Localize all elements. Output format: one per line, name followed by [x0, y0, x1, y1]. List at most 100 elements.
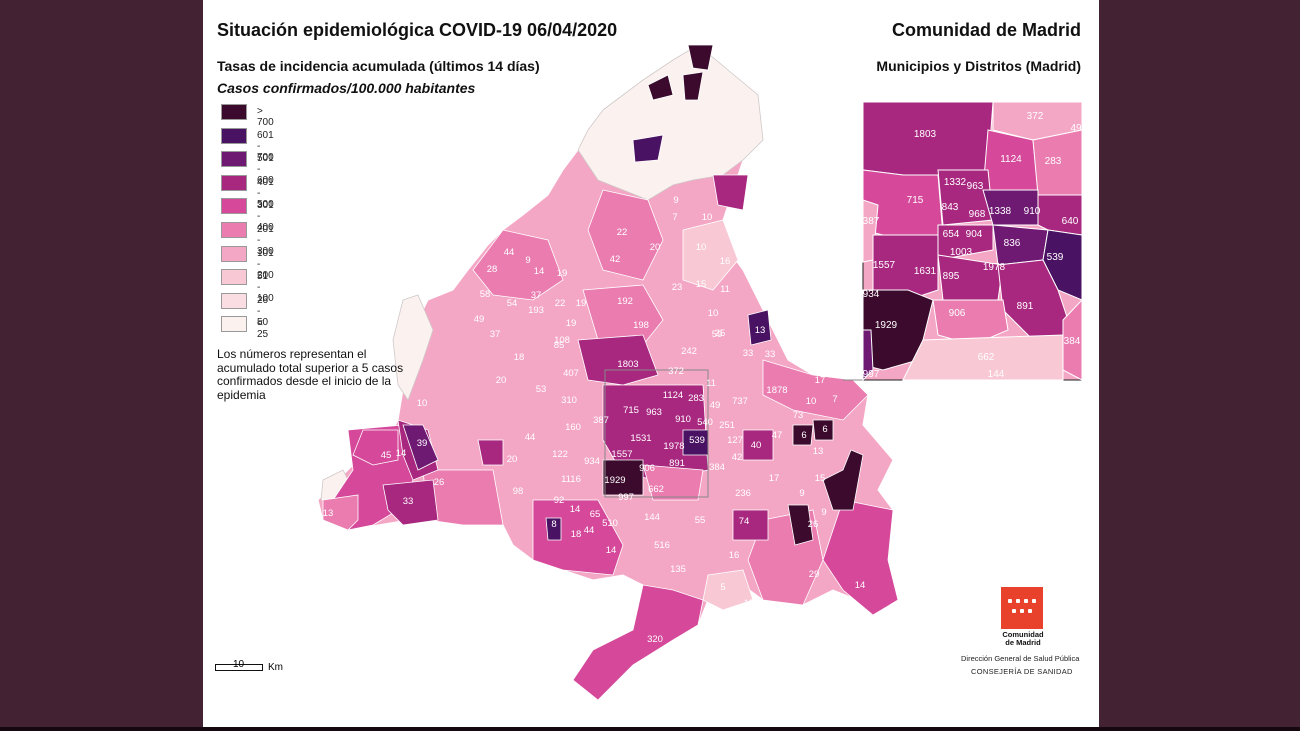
municipality-label: 19 — [557, 268, 568, 279]
municipality-label: 53 — [536, 384, 547, 395]
municipality-label: 49 — [710, 400, 721, 411]
municipality-label: 510 — [602, 518, 618, 529]
municipality-label: 127 — [727, 435, 743, 446]
municipality-label: 45 — [381, 450, 392, 461]
district-label: 1332 — [944, 177, 967, 188]
region-southwest-dark — [545, 517, 562, 541]
district-label: 384 — [1064, 336, 1081, 347]
municipality-label: 7 — [672, 212, 677, 223]
scale-bar-graphic — [215, 664, 263, 671]
district-label: 997 — [863, 369, 880, 380]
municipality-label: 58 — [480, 289, 491, 300]
municipality-label: 10 — [806, 396, 817, 407]
municipality-label: 10 — [708, 308, 719, 319]
district-label: 283 — [1045, 156, 1062, 167]
district-label: 1338 — [989, 206, 1012, 217]
logo-star-icon — [1028, 609, 1032, 613]
district-label: 1803 — [914, 129, 937, 140]
municipality-label: 5 — [720, 582, 725, 593]
inset-d12 — [1042, 229, 1083, 301]
district-label: 895 — [943, 271, 960, 282]
logo-star-icon — [1020, 609, 1024, 613]
legend-label: 501 - 600 — [257, 153, 274, 187]
municipality-label: 73 — [793, 410, 804, 421]
municipality-label: 22 — [617, 227, 628, 238]
municipality-label: 242 — [681, 346, 697, 357]
region-north-purple-4 — [632, 134, 664, 163]
municipality-label: 910 — [675, 414, 691, 425]
district-label: 836 — [1004, 238, 1021, 249]
region-east-north — [682, 219, 739, 291]
district-label: 1124 — [1000, 154, 1022, 165]
inset-map: 1803 372 49 1124 283 1332 963 715 843 968 1338 910 3… — [862, 101, 1083, 382]
region-east-dark-1 — [812, 419, 834, 441]
district-label: 49 — [1070, 123, 1082, 134]
region-north-purple-3 — [682, 71, 704, 101]
municipality-label: 662 — [648, 484, 664, 495]
district-label: 906 — [949, 308, 966, 319]
municipality-label: 17 — [769, 473, 780, 484]
municipality-label: 26 — [808, 519, 819, 530]
legend-label: 601 - 700 — [257, 129, 274, 163]
municipality-label: 15 — [744, 598, 755, 609]
municipality-label: 9 — [799, 488, 804, 499]
region-east — [762, 359, 869, 421]
region-southeast — [822, 499, 899, 616]
municipality-label: 198 — [633, 320, 649, 331]
region-madrid-south — [642, 464, 704, 501]
municipality-label: 891 — [669, 458, 685, 469]
map-slide: 44 28 9 14 19 58 54 37 22 19 42 192 20 10 16 23 15 11 49 37… — [203, 0, 1099, 727]
district-label: 891 — [1017, 301, 1034, 312]
inset-d19 — [862, 329, 874, 382]
municipality-label: 540 — [697, 417, 713, 428]
inset-d11 — [992, 224, 1049, 266]
logo-text-line1: Comunidad — [1002, 630, 1044, 639]
municipality-label: 997 — [618, 492, 634, 503]
municipality-label: 16 — [729, 550, 740, 561]
municipality-label: 19 — [576, 298, 587, 309]
municipality-label: 33 — [765, 349, 776, 360]
municipality-label: 42 — [732, 452, 743, 463]
region-north-pale — [577, 44, 764, 201]
municipality-label: 283 — [688, 393, 704, 404]
legend-swatch — [221, 316, 247, 333]
municipality-label: 6 — [801, 430, 806, 441]
district-label: 843 — [942, 202, 959, 213]
municipality-label: 44 — [504, 247, 515, 258]
district-label: 654 — [943, 229, 960, 240]
region-purple-west-2 — [477, 439, 504, 466]
municipality-label: 737 — [732, 396, 748, 407]
municipality-label: 13 — [323, 508, 334, 519]
district-label: 1631 — [914, 266, 937, 277]
municipality-label: 14 — [396, 448, 407, 459]
municipality-label: 236 — [735, 488, 751, 499]
district-label: 372 — [1027, 111, 1044, 122]
map-title: Situación epidemiológica COVID-19 06/04/… — [217, 20, 618, 40]
scale-unit: Km — [268, 662, 283, 673]
municipality-label: 47 — [772, 430, 783, 441]
legend-label: > 700 — [257, 106, 274, 128]
district-label: 144 — [988, 369, 1005, 380]
municipality-label: 14 — [570, 504, 581, 515]
municipality-label: 14 — [606, 545, 617, 556]
municipality-label: 1557 — [611, 449, 632, 460]
logo-text: Comunidad de Madrid — [983, 631, 1063, 647]
district-label: 910 — [1024, 206, 1041, 217]
municipality-label: 9 — [821, 507, 826, 518]
municipality-label: 122 — [552, 449, 568, 460]
municipality-label: 74 — [739, 516, 750, 527]
municipality-label: 8 — [551, 519, 556, 530]
municipality-label: 160 — [565, 422, 581, 433]
municipality-label: 11 — [706, 378, 716, 389]
municipality-label: 49 — [474, 314, 485, 325]
region-north-purple-1 — [647, 74, 674, 101]
municipality-label: 10 — [417, 398, 428, 409]
region-south-dark — [787, 504, 814, 546]
municipality-label: 13 — [755, 325, 766, 336]
municipality-label: 20 — [507, 454, 518, 465]
municipality-label: 310 — [561, 395, 577, 406]
logo-text-line2: de Madrid — [1005, 638, 1041, 647]
legend-swatch — [221, 151, 247, 168]
municipality-label: 251 — [719, 420, 735, 431]
municipality-label: 320 — [647, 634, 663, 645]
